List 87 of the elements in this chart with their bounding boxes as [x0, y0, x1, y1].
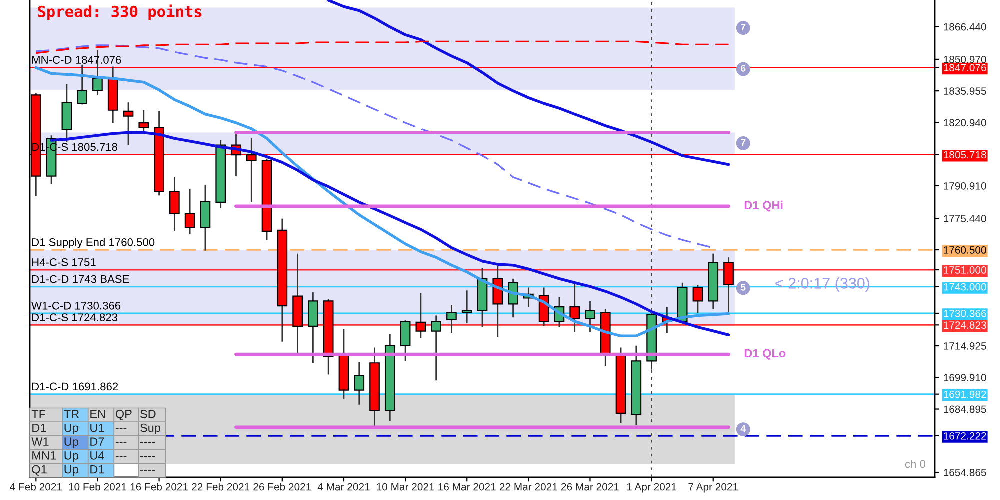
y-tick-label: 1805.718	[944, 151, 986, 159]
annotation: MN1	[32, 452, 56, 460]
band-label: 4	[740, 425, 746, 432]
y-tick-label: 1724.823	[944, 322, 986, 330]
y-tick-label: 1866.440	[944, 23, 986, 31]
annotation: TF	[32, 410, 46, 418]
y-tick-label: 1751.000	[944, 266, 986, 274]
x-tick-label: 22 Mar 2021	[500, 483, 558, 491]
ref-line-label: D1-C-S 1805.718	[32, 143, 118, 152]
annotation: TR	[64, 410, 80, 418]
annotation: D1	[90, 466, 104, 474]
band-label: 5	[740, 284, 746, 291]
annotation: U1	[90, 424, 104, 432]
y-tick-label: 1654.865	[944, 469, 986, 476]
band-label: 7	[741, 24, 746, 31]
annotation: ----	[140, 456, 156, 458]
x-tick-label: 10 Mar 2021	[377, 483, 434, 491]
annotation: W1	[32, 438, 49, 446]
y-tick-label: 1760.500	[944, 246, 986, 254]
annotation: EN	[90, 410, 106, 418]
annotation: U4	[90, 452, 104, 460]
y-tick-label: 1790.910	[944, 182, 986, 190]
x-tick-label: 4 Mar 2021	[318, 483, 370, 491]
annotation: Up	[64, 424, 78, 435]
y-tick-label: 1850.970	[944, 56, 986, 64]
x-tick-label: 16 Mar 2021	[438, 483, 496, 491]
candlestick	[431, 315, 442, 382]
annotation: Q1	[32, 465, 47, 476]
candlestick	[724, 256, 734, 314]
annotation: Sup	[140, 424, 160, 435]
annotation: D7	[90, 438, 104, 446]
series-label: D1 QHi	[744, 200, 783, 212]
annotation: Up	[64, 438, 78, 448]
text: ch 0	[905, 460, 926, 468]
band-label: 7	[741, 139, 746, 146]
annotation: Up	[64, 452, 78, 462]
x-tick-label: 1 Apr 2021	[627, 483, 676, 493]
x-tick-label: 4 Feb 2021	[10, 483, 62, 491]
annotation: Spread: 330 points	[38, 4, 202, 20]
candlestick	[184, 188, 196, 236]
line-series	[35, 40, 730, 54]
y-tick-label: 1714.925	[944, 342, 986, 350]
x-tick-label: 22 Feb 2021	[192, 483, 250, 491]
annotation: ---	[116, 442, 127, 444]
band-label: 6	[741, 65, 746, 72]
annotation: ----	[140, 470, 156, 471]
annotation: ---	[116, 456, 127, 458]
candlestick	[585, 300, 596, 333]
candlestick	[77, 64, 88, 106]
annotation: SD	[140, 410, 156, 418]
candlestick	[692, 284, 704, 314]
candlestick	[170, 176, 180, 232]
x-tick-label: 26 Feb 2021	[254, 483, 312, 491]
candlestick	[462, 290, 472, 324]
ref-line-label: D1-C-D 1743 BASE	[32, 275, 130, 284]
y-tick-label: 1672.222	[944, 432, 986, 440]
ref-line-label: W1-C-D 1730.366	[32, 302, 121, 310]
y-tick-label: 1730.366	[944, 310, 986, 318]
y-tick-label: 1835.955	[944, 88, 986, 95]
y-tick-label: 1691.982	[944, 390, 986, 398]
x-tick-label: 16 Feb 2021	[130, 483, 188, 491]
y-tick-label: 1820.940	[944, 119, 986, 127]
annotation: ---	[116, 428, 127, 430]
ref-line-label: D1-C-S 1724.823	[32, 314, 118, 322]
candlestick	[123, 102, 134, 146]
candlestick	[570, 283, 580, 333]
annotation: D1	[32, 424, 46, 432]
y-tick-label: 1684.895	[944, 406, 986, 414]
ref-line-label: D1-C-D 1691.862	[32, 382, 118, 391]
y-tick-label: 1743.000	[944, 283, 986, 291]
annotation: QP	[116, 410, 132, 420]
y-tick-label: 1847.076	[944, 64, 986, 72]
line-series	[327, 0, 730, 166]
candlestick	[138, 110, 150, 134]
x-tick-label: 7 Apr 2021	[688, 483, 738, 493]
candlestick	[354, 362, 365, 406]
series-label: D1 QLo	[744, 349, 786, 360]
y-tick-label: 1775.440	[944, 215, 986, 222]
ref-line-label: H4-C-S 1751	[32, 258, 96, 266]
x-tick-label: 26 Mar 2021	[562, 483, 619, 491]
x-tick-label: 10 Feb 2021	[69, 483, 126, 491]
ref-line-label: D1 Supply End 1760.500	[32, 238, 155, 249]
candlestick	[416, 292, 426, 339]
y-tick-label: 1699.910	[944, 374, 986, 382]
candlestick	[446, 304, 457, 334]
annotation: Up	[64, 466, 78, 476]
annotation: ----	[140, 442, 156, 444]
